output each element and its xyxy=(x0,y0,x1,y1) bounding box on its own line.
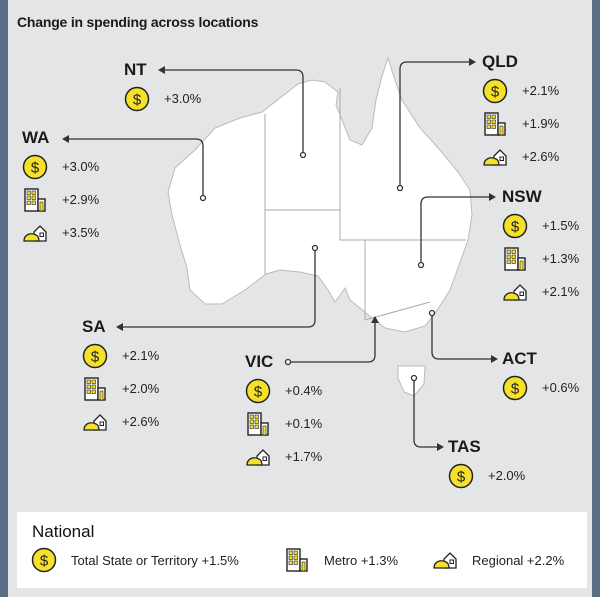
state-name: VIC xyxy=(245,352,274,371)
state-name: QLD xyxy=(482,52,518,71)
state-sa: SA +2.1% +2.0% +2.6% xyxy=(82,317,159,438)
building-icon xyxy=(284,547,310,573)
building-icon xyxy=(502,246,528,272)
house-hill-icon xyxy=(482,144,508,170)
building-icon xyxy=(82,376,108,402)
metro-value: +1.9% xyxy=(522,116,560,131)
dollar-coin-icon xyxy=(502,375,528,401)
house-hill-icon xyxy=(245,444,271,470)
dollar-coin-icon xyxy=(448,463,474,489)
house-hill-icon xyxy=(502,279,528,305)
leader-lines xyxy=(64,61,494,448)
regional-value: +2.6% xyxy=(122,414,160,429)
house-hill-icon xyxy=(432,547,458,573)
dollar-coin-icon xyxy=(482,78,508,104)
national-total: Total State or Territory +1.5% xyxy=(71,552,239,568)
metro-value: +0.1% xyxy=(285,416,323,431)
total-value: +0.4% xyxy=(285,383,323,398)
state-nsw: NSW +1.5% +1.3% +2.1% xyxy=(502,187,579,308)
total-value: +2.1% xyxy=(522,83,560,98)
metro-value: +2.0% xyxy=(122,381,160,396)
arrowheads xyxy=(62,58,498,451)
national-heading: National xyxy=(32,522,95,541)
building-icon xyxy=(482,111,508,137)
state-nt: NT +3.0% xyxy=(124,60,201,115)
building-icon xyxy=(245,411,271,437)
total-value: +0.6% xyxy=(542,380,580,395)
state-qld: QLD +2.1% +1.9% +2.6% xyxy=(482,52,559,173)
regional-value: +3.5% xyxy=(62,225,100,240)
dollar-coin-icon xyxy=(82,343,108,369)
total-value: +3.0% xyxy=(62,159,100,174)
total-value: +2.1% xyxy=(122,348,160,363)
state-name: ACT xyxy=(502,349,537,368)
national-metro: Metro +1.3% xyxy=(324,552,399,568)
state-vic: VIC +0.4% +0.1% +1.7% xyxy=(245,352,322,473)
dollar-coin-icon xyxy=(31,547,57,573)
mainland xyxy=(167,56,473,333)
infographic-title: Change in spending across locations xyxy=(17,14,259,30)
regional-value: +2.6% xyxy=(522,149,560,164)
house-hill-icon xyxy=(82,409,108,435)
dollar-coin-icon xyxy=(502,213,528,239)
state-name: NT xyxy=(124,60,147,79)
metro-value: +1.3% xyxy=(542,251,580,266)
national-regional: Regional +2.2% xyxy=(472,552,565,568)
state-name: TAS xyxy=(448,437,481,456)
house-hill-icon xyxy=(22,220,48,246)
state-name: NSW xyxy=(502,187,542,206)
state-tas: TAS +2.0% xyxy=(448,437,525,492)
tasmania xyxy=(397,365,426,397)
dollar-coin-icon xyxy=(245,378,271,404)
building-icon xyxy=(22,187,48,213)
dollar-coin-icon xyxy=(124,86,150,112)
state-borders xyxy=(264,88,466,321)
state-act: ACT +0.6% xyxy=(502,349,579,404)
regional-value: +2.1% xyxy=(542,284,580,299)
regional-value: +1.7% xyxy=(285,449,323,464)
total-value: +2.0% xyxy=(488,468,526,483)
state-wa: WA +3.0% +2.9% +3.5% xyxy=(22,128,99,249)
national-legend: National Total State or Territory +1.5% … xyxy=(17,512,587,588)
total-value: +1.5% xyxy=(542,218,580,233)
dollar-coin-icon xyxy=(22,154,48,180)
state-name: SA xyxy=(82,317,106,336)
total-value: +3.0% xyxy=(164,91,202,106)
state-name: WA xyxy=(22,128,50,147)
metro-value: +2.9% xyxy=(62,192,100,207)
